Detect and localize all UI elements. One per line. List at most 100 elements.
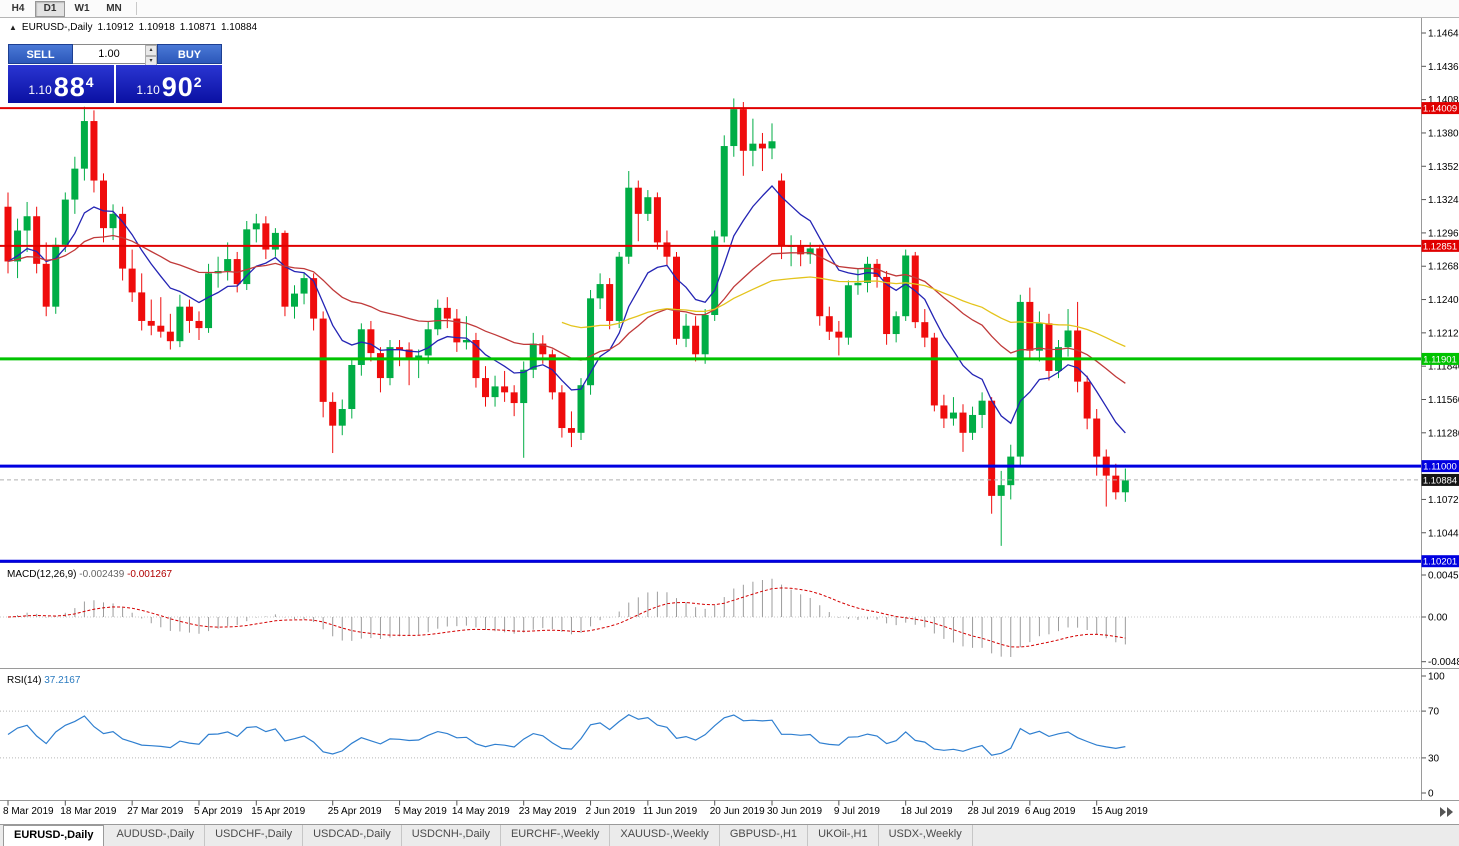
timeframe-button-d1[interactable]: D1 [35, 0, 65, 17]
ma-slow-yellow [561, 276, 1126, 348]
chart-tabs-bar: EURUSD-,Daily AUDUSD-,Daily USDCHF-,Daily U… [0, 824, 1459, 846]
svg-text:1.11280: 1.11280 [1428, 428, 1459, 439]
volume-spinner: ▴ ▾ [145, 45, 157, 67]
svg-text:8 Mar 2019: 8 Mar 2019 [3, 806, 54, 817]
svg-text:RSI(14) 37.2167: RSI(14) 37.2167 [7, 675, 81, 686]
sell-price-sup: 4 [85, 74, 94, 90]
svg-text:1.12680: 1.12680 [1428, 262, 1459, 273]
svg-text:0.00: 0.00 [1428, 613, 1448, 624]
svg-text:MACD(12,26,9) -0.002439 -0.001: MACD(12,26,9) -0.002439 -0.001267 [7, 569, 173, 580]
ma-medium-red [7, 234, 1126, 384]
chart-tab-7[interactable]: GBPUSD-,H1 [720, 825, 809, 846]
buy-price-sup: 2 [193, 74, 202, 90]
volume-box: ▴ ▾ [73, 44, 157, 67]
svg-text:1.14009: 1.14009 [1423, 104, 1457, 115]
low-value: 1.10871 [179, 22, 216, 33]
svg-text:70: 70 [1428, 707, 1440, 718]
sell-price-prefix: 1.10 [28, 83, 52, 97]
date-axis: 8 Mar 2019 18 Mar 2019 27 Mar 2019 5 Apr 20… [3, 800, 1149, 817]
chart-tab-1[interactable]: AUDUSD-,Daily [106, 825, 206, 846]
sell-price-panel[interactable]: 1.10 88 4 [8, 65, 114, 103]
one-click-trading-widget: SELL ▴ ▾ BUY 1.10 88 4 1.10 90 2 [8, 44, 222, 103]
chart-tab-6[interactable]: XAUUSD-,Weekly [610, 825, 720, 846]
chart-tab-0[interactable]: EURUSD-,Daily [3, 825, 105, 846]
svg-text:1.14080: 1.14080 [1428, 95, 1459, 106]
timeframe-button-h4[interactable]: H4 [11, 2, 25, 14]
timeframe-toolbar: H4 D1 W1 MN [0, 0, 1459, 18]
indicator-captions: MACD(12,26,9) -0.002439 -0.001267 RSI(14)… [7, 569, 173, 686]
svg-text:15 Aug 2019: 15 Aug 2019 [1092, 806, 1149, 817]
volume-input[interactable] [73, 45, 145, 63]
svg-text:5 May 2019: 5 May 2019 [395, 806, 448, 817]
price-axis: 1.14640 1.14360 1.14080 1.13800 1.13520 1.132… [1421, 29, 1459, 539]
svg-text:0.004517: 0.004517 [1428, 570, 1459, 581]
svg-text:25 Apr 2019: 25 Apr 2019 [328, 806, 382, 817]
svg-text:1.11000: 1.11000 [1423, 462, 1457, 473]
svg-text:27 Mar 2019: 27 Mar 2019 [127, 806, 184, 817]
chart-tab-3[interactable]: USDCAD-,Daily [303, 825, 402, 846]
svg-text:23 May 2019: 23 May 2019 [519, 806, 577, 817]
chart-tab-5[interactable]: EURCHF-,Weekly [501, 825, 611, 846]
symbol-period-label: EURUSD-,Daily [21, 22, 93, 33]
svg-text:1.10720: 1.10720 [1428, 495, 1459, 506]
svg-text:1.13240: 1.13240 [1428, 195, 1459, 206]
high-value: 1.10918 [138, 22, 175, 33]
rsi-panel [7, 714, 1126, 756]
svg-text:5 Apr 2019: 5 Apr 2019 [194, 806, 243, 817]
svg-text:1.14360: 1.14360 [1428, 62, 1459, 73]
scroll-to-end-icon[interactable] [1440, 807, 1453, 817]
candles-layer[interactable] [4, 98, 1129, 546]
svg-text:18 Jul 2019: 18 Jul 2019 [901, 806, 953, 817]
svg-text:30 Jun 2019: 30 Jun 2019 [767, 806, 822, 817]
svg-text:0: 0 [1428, 789, 1434, 800]
chart-tab-8[interactable]: UKOil-,H1 [808, 825, 879, 846]
svg-text:11 Jun 2019: 11 Jun 2019 [643, 806, 698, 817]
chart-tab-9[interactable]: USDX-,Weekly [879, 825, 973, 846]
svg-text:-0.004806: -0.004806 [1428, 657, 1459, 668]
svg-text:18 Mar 2019: 18 Mar 2019 [60, 806, 117, 817]
svg-text:1.12400: 1.12400 [1428, 295, 1459, 306]
moving-averages [7, 185, 1126, 434]
svg-text:100: 100 [1428, 672, 1445, 683]
timeframe-buttons: H4 D1 W1 MN [3, 0, 131, 17]
buy-price-panel[interactable]: 1.10 90 2 [116, 65, 222, 103]
line-price-labels: 1.14009 1.12851 1.11901 1.11000 1.10201 1.108… [1421, 102, 1459, 568]
svg-text:6 Aug 2019: 6 Aug 2019 [1025, 806, 1076, 817]
ohlc-header: ▲ EURUSD-,Daily 1.10912 1.10918 1.10871 … [9, 22, 257, 33]
indicator-levels [0, 616, 1421, 759]
indicator-axes: 0.004517 0.00 -0.004806 100 70 30 0 [1421, 570, 1459, 800]
close-value: 1.10884 [220, 22, 258, 33]
svg-text:1.14640: 1.14640 [1428, 29, 1459, 40]
chart-tab-4[interactable]: USDCNH-,Daily [402, 825, 501, 846]
timeframe-button-w1[interactable]: W1 [74, 2, 90, 14]
macd-panel [7, 578, 1126, 657]
open-value: 1.10912 [97, 22, 134, 33]
svg-text:2 Jun 2019: 2 Jun 2019 [586, 806, 636, 817]
ma-fast-blue [7, 185, 1126, 434]
buy-button[interactable]: BUY [157, 44, 222, 64]
svg-text:30: 30 [1428, 753, 1440, 764]
svg-text:1.12851: 1.12851 [1423, 241, 1457, 252]
svg-text:20 Jun 2019: 20 Jun 2019 [710, 806, 765, 817]
timeframe-button-mn[interactable]: MN [106, 2, 122, 14]
svg-text:14 May 2019: 14 May 2019 [452, 806, 510, 817]
chart-tab-2[interactable]: USDCHF-,Daily [205, 825, 304, 846]
buy-price-prefix: 1.10 [136, 83, 160, 97]
panel-separators [0, 17, 1459, 801]
svg-text:1.11901: 1.11901 [1423, 354, 1457, 365]
volume-increase-button[interactable]: ▴ [145, 45, 157, 56]
svg-text:1.13520: 1.13520 [1428, 162, 1459, 173]
svg-text:1.11560: 1.11560 [1428, 395, 1459, 406]
svg-text:1.12120: 1.12120 [1428, 328, 1459, 339]
buy-price-big: 90 [161, 72, 194, 102]
svg-text:1.10884: 1.10884 [1423, 475, 1457, 486]
svg-text:28 Jul 2019: 28 Jul 2019 [968, 806, 1020, 817]
sell-button[interactable]: SELL [8, 44, 73, 64]
toolbar-separator [136, 2, 137, 15]
sell-price-big: 88 [53, 72, 86, 102]
svg-text:15 Apr 2019: 15 Apr 2019 [251, 806, 305, 817]
one-click-collapse-icon[interactable]: ▲ [9, 23, 17, 32]
